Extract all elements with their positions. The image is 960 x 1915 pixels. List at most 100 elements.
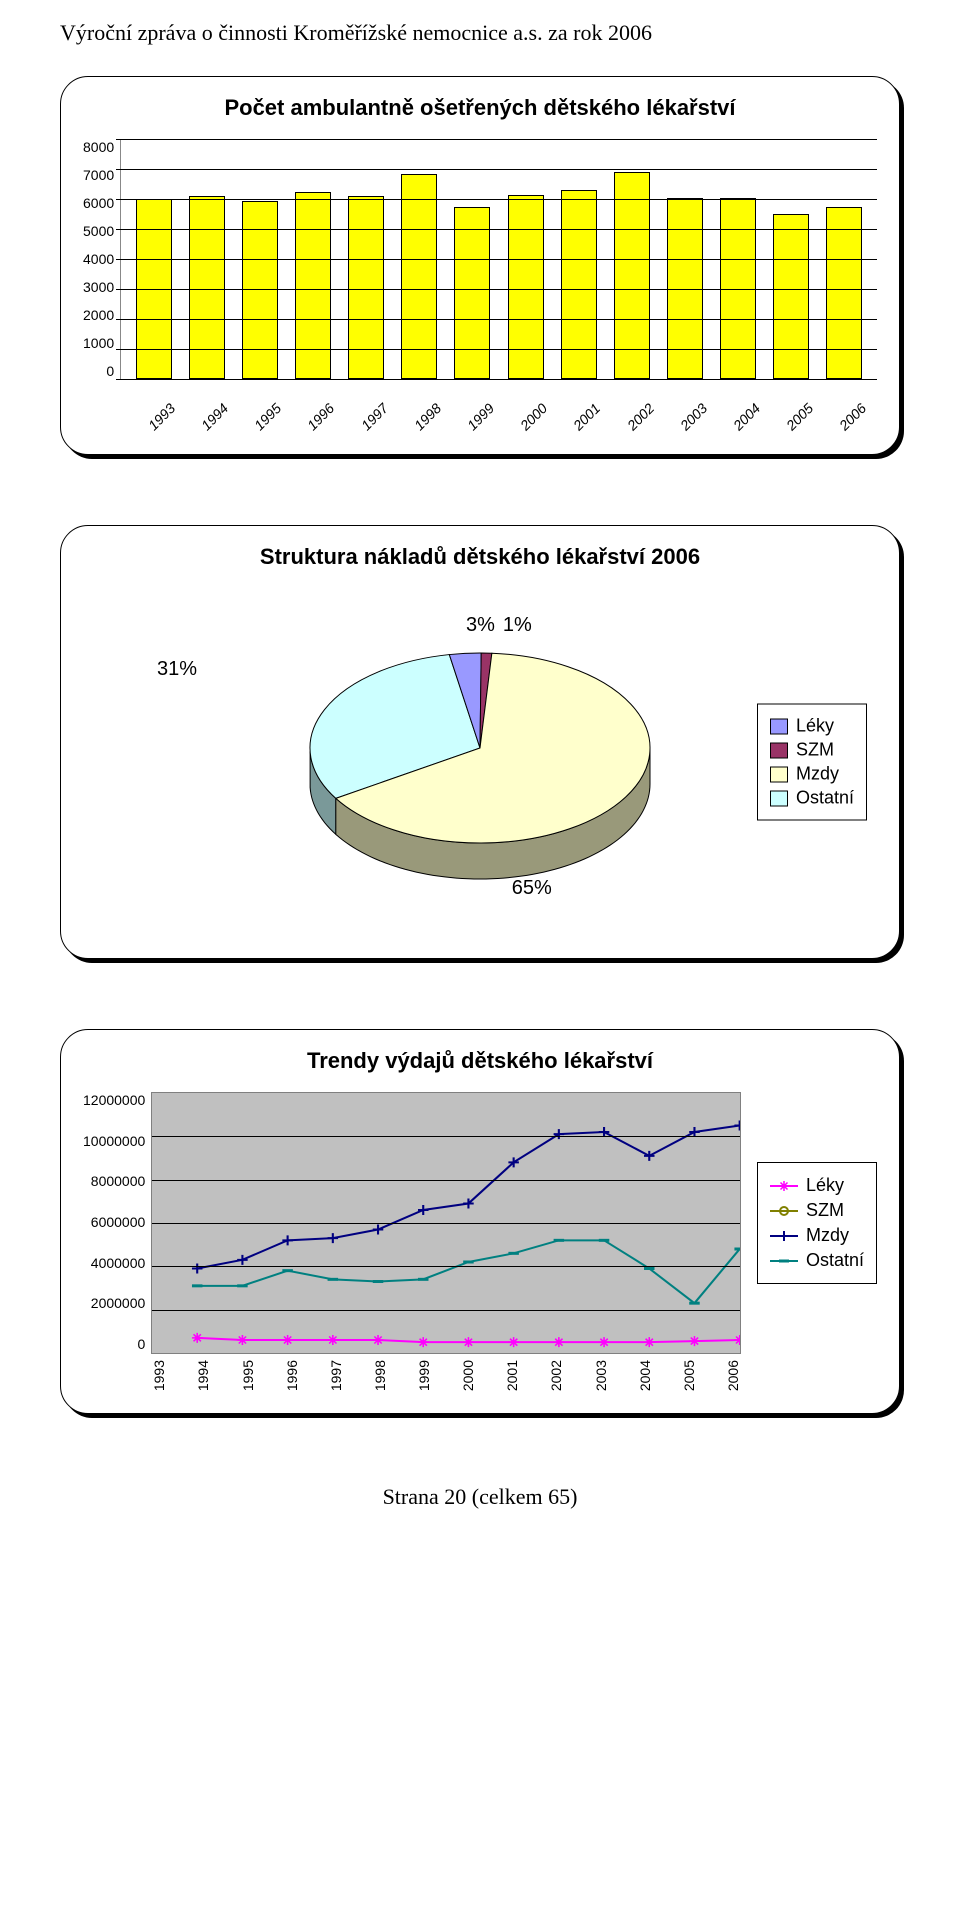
line-gridline [152,1310,740,1311]
bar-chart-plot [120,139,877,380]
line-legend-item: SZM [770,1200,864,1221]
line-xtick-label: 2003 [593,1360,609,1391]
legend-swatch [770,742,788,758]
line-xtick-label: 1994 [195,1360,211,1391]
pie-chart-title: Struktura nákladů dětského lékařství 200… [83,544,877,570]
legend-label: Ostatní [806,1250,864,1271]
legend-label: Ostatní [796,788,854,809]
pie-slice-label-31: 31% [157,658,197,681]
bar-ytick-label: 7000 [83,167,114,183]
legend-marker [770,1227,798,1245]
bar [614,172,650,379]
bar-ytick-label: 2000 [83,307,114,323]
bar-gridline [121,169,877,170]
legend-marker [770,1177,798,1195]
line-chart-xaxis: 1993 1994 1995 1996 1997 1998 1999 2000 2001 2002… [151,1354,741,1391]
line-ytick-label: 4000000 [91,1255,146,1271]
line-ytick-label: 8000000 [91,1173,146,1189]
line-gridline [152,1136,740,1137]
bar-gridline [121,139,877,140]
bar-ytick-label: 0 [106,363,114,379]
line-chart-title: Trendy výdajů dětského lékařství [83,1048,877,1074]
bar-ytick-label: 1000 [83,335,114,351]
bar [295,192,331,380]
bar [561,190,597,379]
bar-gridline [121,289,877,290]
legend-label: SZM [806,1200,844,1221]
pie-legend-item: SZM [770,740,854,761]
line-xtick-label: 1998 [372,1360,388,1391]
bar [454,207,490,380]
bar-chart: 8000 7000 6000 5000 4000 3000 2000 1000 0 199319… [83,139,877,432]
bar-chart-title: Počet ambulantně ošetřených dětského lék… [83,95,877,121]
line-legend-item: Mzdy [770,1225,864,1246]
line-gridline [152,1180,740,1181]
pie-slice-label-65: 65% [512,877,552,900]
line-xtick-label: 2005 [681,1360,697,1391]
page-header: Výroční zpráva o činnosti Kroměřížské ne… [60,20,900,46]
pie-slice-label-1: 1% [503,614,532,637]
line-xtick-label: 2001 [504,1360,520,1391]
bar [348,196,384,379]
line-chart: 12000000 10000000 8000000 6000000 4000000 200… [83,1092,741,1391]
line-ytick-label: 12000000 [83,1092,145,1108]
line-legend-item: Ostatní [770,1250,864,1271]
bar-chart-yaxis: 8000 7000 6000 5000 4000 3000 2000 1000 0 [83,139,120,379]
bar [773,214,809,379]
pie-chart-panel: Struktura nákladů dětského lékařství 200… [60,525,900,959]
line-xtick-label: 2004 [637,1360,653,1391]
line-ytick-label: 0 [138,1336,146,1352]
bar-ytick-label: 6000 [83,195,114,211]
bar-ytick-label: 4000 [83,251,114,267]
pie-chart-svg [270,608,690,908]
pie-legend-item: Léky [770,716,854,737]
legend-swatch [770,790,788,806]
pie-legend-item: Ostatní [770,788,854,809]
line-xtick-label: 1993 [151,1360,167,1391]
line-xtick-label: 2006 [725,1360,741,1391]
bar [826,207,862,380]
bar-gridline [121,259,877,260]
line-xtick-label: 2002 [548,1360,564,1391]
bar-gridline [121,199,877,200]
line-xtick-label: 1996 [284,1360,300,1391]
line-legend-item: Léky [770,1175,864,1196]
legend-label: Mzdy [806,1225,849,1246]
pie-slice-labels-top: 3% 1% [466,614,532,637]
line-gridline [152,1223,740,1224]
legend-marker [770,1252,798,1270]
legend-label: SZM [796,740,834,761]
bar-gridline [121,319,877,320]
page: Výroční zpráva o činnosti Kroměřížské ne… [0,0,960,1550]
line-gridline [152,1266,740,1267]
line-legend: Léky SZM Mzdy Ostatní [757,1162,877,1284]
pie-legend-item: Mzdy [770,764,854,785]
line-ytick-label: 6000000 [91,1214,146,1230]
bar-gridline [121,349,877,350]
legend-label: Mzdy [796,764,839,785]
pie-legend: Léky SZM Mzdy Ostatní [757,704,867,821]
bar-ytick-label: 8000 [83,139,114,155]
line-ytick-label: 2000000 [91,1295,146,1311]
legend-label: Léky [806,1175,844,1196]
line-xtick-label: 1997 [328,1360,344,1391]
bar-chart-xaxis: 1993199419951996199719981999200020012002… [120,380,877,402]
page-footer: Strana 20 (celkem 65) [60,1484,900,1510]
legend-swatch [770,766,788,782]
legend-swatch [770,718,788,734]
line-xtick-label: 1995 [240,1360,256,1391]
bar-ytick-label: 3000 [83,279,114,295]
bar [508,195,544,380]
pie-chart: 31% 3% 1% 65% Léky SZM Mzdy Ostatní [83,588,877,936]
bar-gridline [121,229,877,230]
line-xtick-label: 1999 [416,1360,432,1391]
line-chart-panel: Trendy výdajů dětského lékařství 1200000… [60,1029,900,1414]
bar-gridline [121,379,877,380]
line-chart-yaxis: 12000000 10000000 8000000 6000000 4000000 200… [83,1092,151,1352]
line-chart-plot [151,1092,741,1354]
bar-chart-panel: Počet ambulantně ošetřených dětského lék… [60,76,900,455]
line-ytick-label: 10000000 [83,1133,145,1149]
bar-ytick-label: 5000 [83,223,114,239]
bar [189,196,225,379]
line-xtick-label: 2000 [460,1360,476,1391]
